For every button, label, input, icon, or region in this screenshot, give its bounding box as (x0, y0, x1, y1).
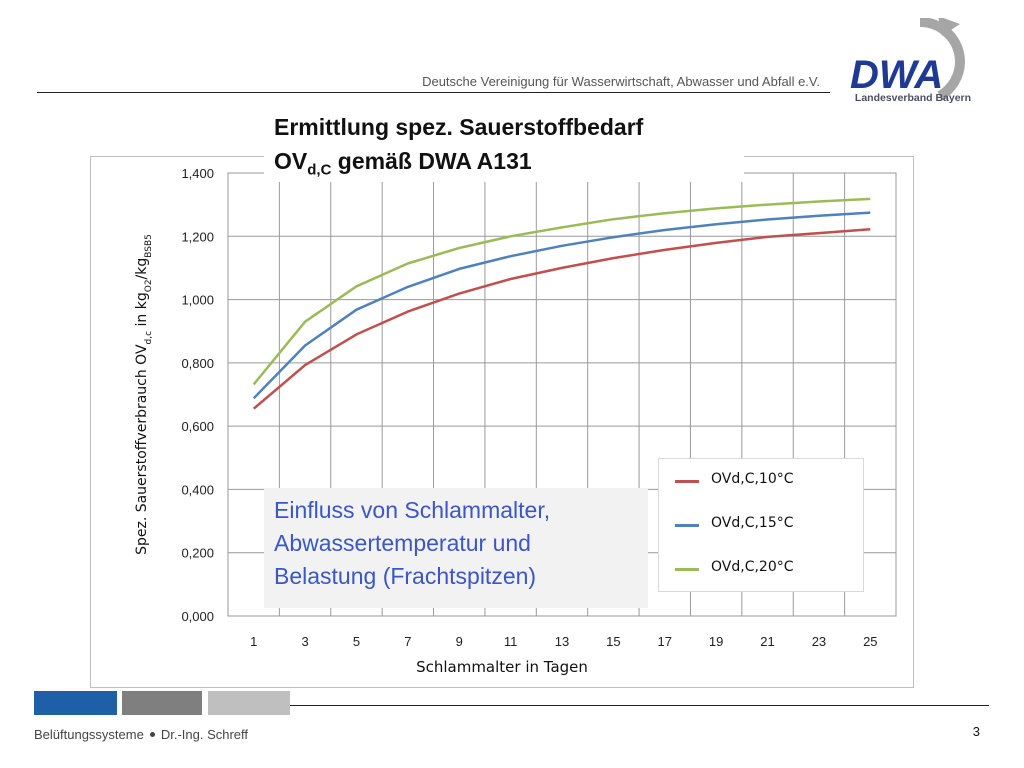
y-tick-label: 1,000 (181, 293, 214, 308)
organization-name: Deutsche Vereinigung für Wasserwirtschaf… (422, 74, 820, 89)
y-tick-label: 0,000 (181, 609, 214, 624)
title-ov-subscript: d,C (307, 161, 332, 179)
logo-text: DWA (850, 53, 943, 97)
x-tick-label: 25 (863, 634, 877, 649)
x-axis-label: Schlammalter in Tagen (416, 658, 588, 676)
x-tick-label: 11 (504, 634, 517, 649)
note-line-3: Belastung (Frachtspitzen) (274, 563, 537, 589)
legend-item-15c: OVd,C,15°C (675, 515, 855, 535)
y-tick-label: 0,200 (181, 546, 214, 561)
y-tick-label: 0,400 (181, 482, 214, 497)
y-tick-label: 1,400 (181, 166, 214, 181)
title-line-2: OVd,C gemäß DWA A131 (264, 144, 744, 188)
dwa-logo: DWA (842, 16, 982, 110)
logo-arc-icon (919, 17, 966, 101)
x-tick-label: 21 (760, 634, 774, 649)
chart-legend: OVd,C,10°C OVd,C,15°C OVd,C,20°C (658, 458, 864, 592)
x-tick-label: 19 (709, 634, 723, 649)
legend-label-15c: OVd,C,15°C (711, 515, 794, 531)
title-suffix: gemäß DWA A131 (331, 148, 532, 174)
footer-author: Dr.-Ing. Schreff (160, 727, 249, 742)
y-tick-label: 1,200 (181, 229, 214, 244)
x-tick-label: 5 (353, 634, 360, 649)
y-tick-label: 0,800 (181, 356, 214, 371)
legend-label-10c: OVd,C,10°C (711, 471, 794, 487)
x-tick-label: 7 (404, 634, 411, 649)
x-tick-label: 23 (812, 634, 826, 649)
logo-subtitle: Landesverband Bayern (854, 92, 972, 104)
note-line-1: Einfluss von Schlammalter, (274, 497, 551, 523)
series-line-2 (252, 197, 871, 386)
header-divider (37, 92, 830, 93)
x-tick-label: 13 (555, 634, 569, 649)
legend-item-10c: OVd,C,10°C (675, 471, 855, 491)
footer-block-grey (122, 691, 202, 715)
influence-note: Einfluss von Schlammalter, Abwassertempe… (264, 488, 648, 608)
y-axis-label: Spez. Sauerstoffverbrauch OVd,c in kgO2/… (134, 234, 154, 555)
x-tick-label: 15 (606, 634, 620, 649)
legend-swatch-10c (675, 480, 699, 483)
series-line-0 (252, 228, 871, 410)
slide-title: Ermittlung spez. Sauerstoffbedarf OVd,C … (264, 110, 744, 182)
footer-topic: Belüftungssysteme (34, 727, 144, 742)
legend-swatch-20c (675, 568, 699, 571)
y-tick-label: 0,600 (181, 419, 214, 434)
series-line-1 (252, 211, 871, 400)
note-line-2: Abwassertemperatur und (274, 530, 531, 556)
x-tick-label: 17 (658, 634, 672, 649)
x-tick-label: 9 (456, 634, 463, 649)
legend-item-20c: OVd,C,20°C (675, 559, 855, 579)
title-ov: OV (274, 148, 308, 174)
footer-credits: Belüftungssysteme Dr.-Ing. Schreff (34, 727, 248, 742)
legend-label-20c: OVd,C,20°C (711, 559, 794, 575)
x-tick-label: 1 (250, 634, 257, 649)
bullet-icon (149, 732, 155, 738)
title-line-1: Ermittlung spez. Sauerstoffbedarf (274, 114, 644, 140)
footer-block-light (208, 691, 290, 715)
page-number: 3 (972, 724, 980, 739)
legend-swatch-15c (675, 524, 699, 527)
footer-block-blue (34, 691, 117, 715)
footer-divider (290, 705, 989, 706)
x-tick-label: 3 (301, 634, 308, 649)
